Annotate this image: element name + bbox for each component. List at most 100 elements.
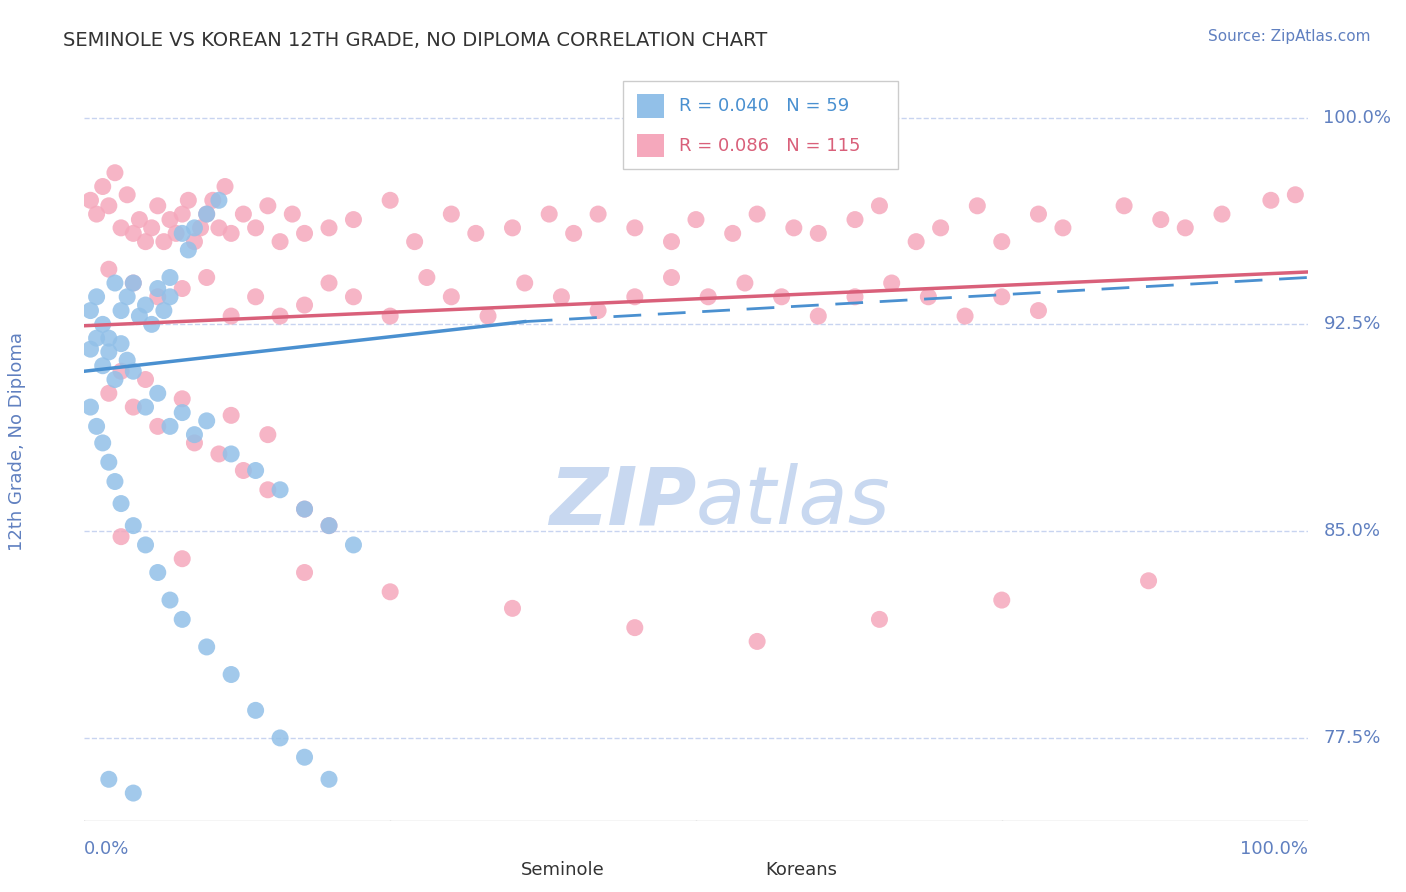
- Point: [807, 227, 830, 241]
- Point: [991, 290, 1014, 304]
- Point: [404, 235, 426, 249]
- Point: [342, 290, 364, 304]
- Point: [135, 538, 157, 552]
- Point: [122, 276, 145, 290]
- Point: [440, 207, 463, 221]
- Point: [318, 518, 340, 533]
- Point: [146, 281, 169, 295]
- Point: [1114, 199, 1136, 213]
- Point: [502, 601, 524, 615]
- Point: [97, 386, 120, 401]
- Point: [104, 372, 127, 386]
- Point: [91, 179, 114, 194]
- Point: [208, 220, 231, 235]
- Point: [232, 463, 254, 477]
- Point: [91, 318, 114, 332]
- Point: [502, 220, 524, 235]
- Point: [97, 345, 120, 359]
- Text: Seminole: Seminole: [522, 861, 605, 879]
- Point: [245, 463, 267, 477]
- Point: [257, 199, 280, 213]
- Point: [257, 483, 280, 497]
- Point: [104, 475, 127, 489]
- Point: [177, 243, 200, 257]
- Point: [172, 281, 194, 295]
- Point: [477, 309, 499, 323]
- Text: Koreans: Koreans: [766, 861, 838, 879]
- Point: [110, 336, 132, 351]
- Point: [513, 276, 536, 290]
- Point: [172, 612, 194, 626]
- Point: [318, 518, 340, 533]
- Point: [269, 235, 291, 249]
- Point: [115, 187, 138, 202]
- Point: [115, 353, 138, 368]
- Text: 0.0%: 0.0%: [84, 840, 129, 858]
- Point: [294, 227, 316, 241]
- Point: [79, 400, 101, 414]
- Point: [115, 290, 138, 304]
- Point: [1137, 574, 1160, 588]
- Point: [747, 207, 769, 221]
- Point: [1174, 220, 1197, 235]
- Point: [135, 235, 157, 249]
- Point: [195, 270, 218, 285]
- Text: 77.5%: 77.5%: [1323, 729, 1381, 747]
- Point: [110, 497, 132, 511]
- Point: [86, 290, 108, 304]
- Point: [135, 400, 157, 414]
- Point: [110, 530, 132, 544]
- Point: [97, 331, 120, 345]
- Point: [122, 364, 145, 378]
- Point: [624, 621, 647, 635]
- Point: [141, 220, 163, 235]
- Point: [195, 207, 218, 221]
- Point: [219, 409, 242, 423]
- Point: [721, 227, 744, 241]
- Point: [624, 220, 647, 235]
- Point: [1260, 194, 1282, 208]
- Text: 92.5%: 92.5%: [1323, 316, 1381, 334]
- Point: [1052, 220, 1074, 235]
- Point: [245, 220, 267, 235]
- Point: [257, 427, 280, 442]
- Point: [245, 290, 267, 304]
- Point: [122, 786, 145, 800]
- Point: [122, 518, 145, 533]
- Point: [86, 331, 108, 345]
- Point: [294, 298, 316, 312]
- Point: [195, 640, 218, 654]
- Point: [153, 303, 176, 318]
- Point: [165, 227, 187, 241]
- Point: [122, 227, 145, 241]
- Point: [135, 298, 157, 312]
- Point: [562, 227, 585, 241]
- Point: [214, 179, 236, 194]
- Point: [869, 199, 891, 213]
- Point: [195, 414, 218, 428]
- Point: [79, 194, 101, 208]
- Text: R = 0.086   N = 115: R = 0.086 N = 115: [679, 136, 860, 154]
- Point: [966, 199, 988, 213]
- FancyBboxPatch shape: [623, 81, 898, 169]
- Point: [208, 447, 231, 461]
- Point: [146, 566, 169, 580]
- Text: 100.0%: 100.0%: [1240, 840, 1308, 858]
- Point: [991, 235, 1014, 249]
- Point: [159, 212, 181, 227]
- Point: [1028, 207, 1050, 221]
- Point: [1150, 212, 1173, 227]
- Text: SEMINOLE VS KOREAN 12TH GRADE, NO DIPLOMA CORRELATION CHART: SEMINOLE VS KOREAN 12TH GRADE, NO DIPLOM…: [63, 31, 768, 50]
- Point: [159, 593, 181, 607]
- Point: [104, 276, 127, 290]
- Point: [159, 290, 181, 304]
- Point: [201, 194, 224, 208]
- Point: [195, 207, 218, 221]
- Point: [208, 194, 231, 208]
- Point: [79, 342, 101, 356]
- Point: [294, 502, 316, 516]
- Point: [661, 235, 683, 249]
- Point: [844, 290, 866, 304]
- Text: 85.0%: 85.0%: [1323, 522, 1381, 541]
- Point: [953, 309, 976, 323]
